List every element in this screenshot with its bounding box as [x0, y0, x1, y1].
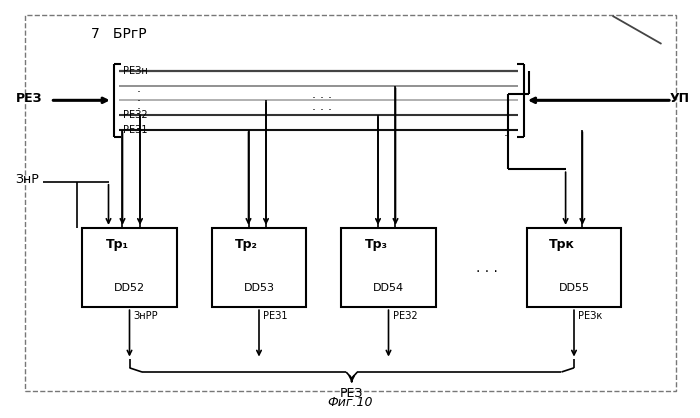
Text: .: . — [136, 91, 141, 104]
Text: .: . — [136, 82, 141, 95]
Text: .: . — [504, 120, 508, 133]
Text: . . .: . . . — [475, 260, 498, 275]
Text: .: . — [136, 99, 141, 112]
Text: .: . — [504, 126, 508, 140]
Text: РЕЗн: РЕЗн — [122, 66, 147, 76]
Text: . . .: . . . — [312, 87, 332, 101]
Text: РЕЗк: РЕЗк — [578, 311, 603, 321]
Text: . . .: . . . — [312, 100, 332, 113]
Text: DD54: DD54 — [373, 283, 404, 293]
Text: РЕЗ2: РЕЗ2 — [122, 110, 147, 120]
Text: ЗнРР: ЗнРР — [134, 311, 158, 321]
Text: Фиг.10: Фиг.10 — [328, 396, 372, 409]
Bar — [526, 228, 622, 307]
Text: РЕЗ: РЕЗ — [15, 92, 42, 105]
Bar — [211, 228, 307, 307]
Text: ЗнР: ЗнР — [15, 173, 39, 186]
Text: РЕЗ: РЕЗ — [340, 387, 363, 400]
Text: Тр₃: Тр₃ — [365, 238, 387, 251]
Text: РЕЗ1: РЕЗ1 — [263, 311, 288, 321]
Text: DD53: DD53 — [244, 283, 274, 293]
Text: Тр₁: Тр₁ — [106, 238, 128, 251]
Text: Тр₂: Тр₂ — [235, 238, 258, 251]
Text: РЕЗ2: РЕЗ2 — [393, 311, 417, 321]
Text: УП: УП — [669, 92, 690, 105]
Text: РЕЗ1: РЕЗ1 — [122, 125, 147, 135]
Text: Трк: Трк — [549, 238, 574, 251]
Bar — [83, 228, 176, 307]
Bar — [342, 228, 435, 307]
Text: DD52: DD52 — [114, 283, 145, 293]
Text: DD55: DD55 — [559, 283, 589, 293]
Text: 7   БРгР: 7 БРгР — [91, 27, 146, 41]
